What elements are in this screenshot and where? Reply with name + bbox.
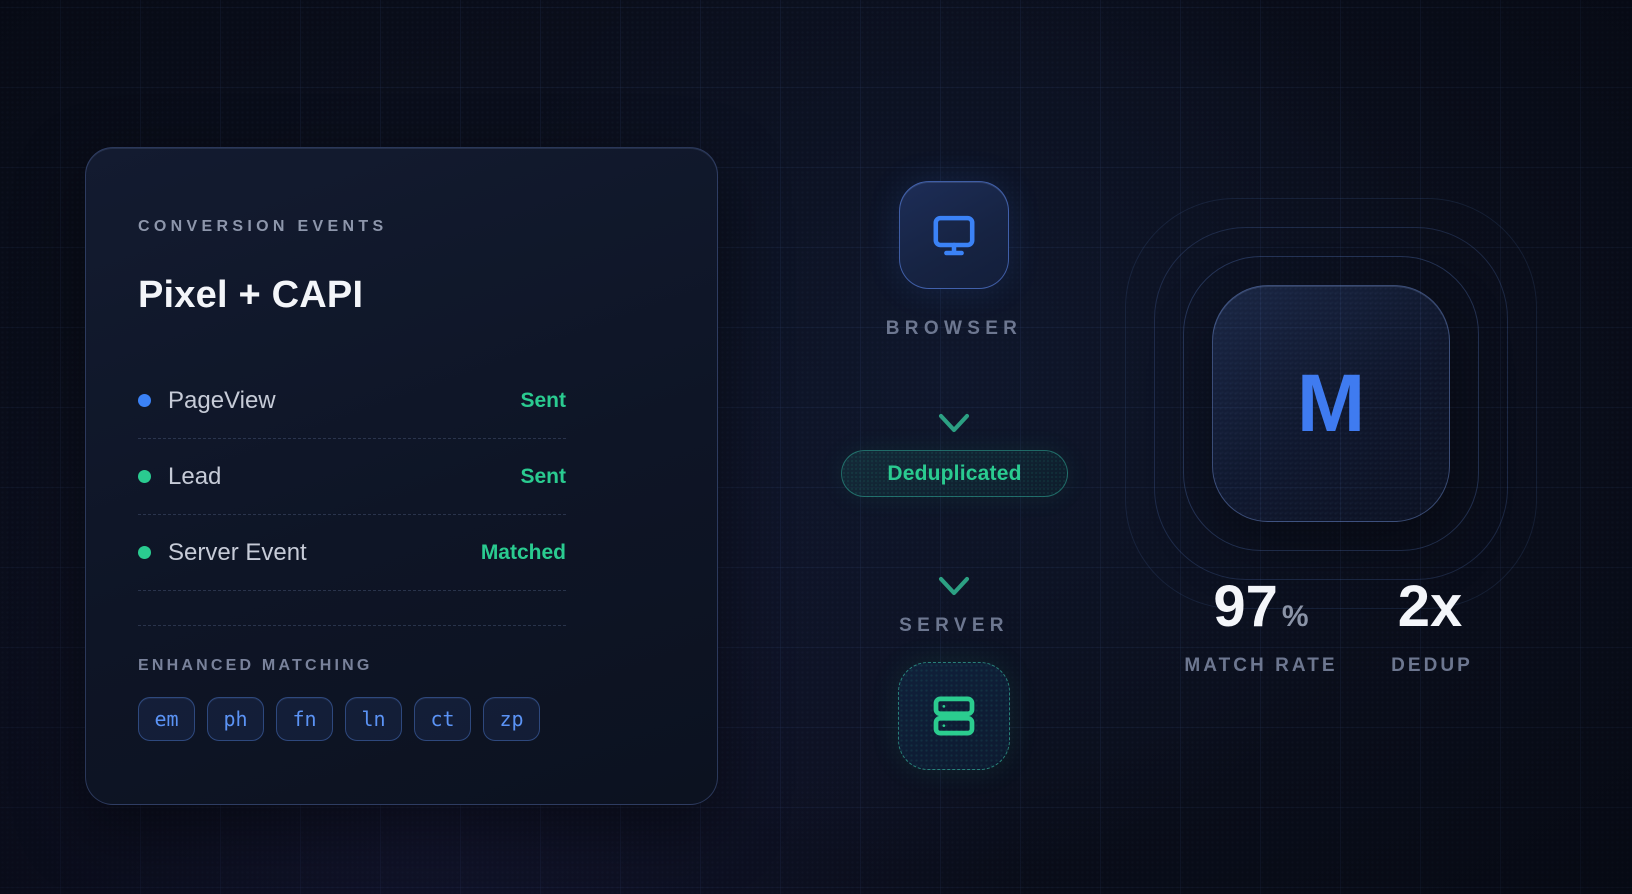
stat-label: DEDUP: [1391, 655, 1473, 676]
event-label: Server Event: [168, 538, 307, 566]
meta-logo-letter: M: [1296, 357, 1366, 449]
divider: [138, 591, 566, 626]
ripple-ring: [1154, 227, 1508, 580]
tag-chip-ph[interactable]: ph: [207, 697, 264, 741]
tag-chip-zp[interactable]: zp: [483, 697, 540, 741]
deduplicated-pill: Deduplicated: [841, 450, 1068, 497]
status-badge: Sent: [520, 388, 566, 412]
percent-suffix: %: [1281, 600, 1309, 633]
event-label: PageView: [168, 386, 276, 414]
status-badge: Sent: [520, 464, 566, 488]
event-list: PageView Sent Lead Sent Server Event Mat…: [138, 363, 566, 626]
conversion-events-card: CONVERSION EVENTS Pixel + CAPI PageView …: [85, 147, 718, 805]
event-label: Lead: [168, 462, 222, 490]
event-row-lead: Lead Sent: [138, 439, 566, 515]
browser-label: BROWSER: [885, 318, 1023, 339]
dedup-stat: 2x DEDUP: [1391, 574, 1473, 677]
status-dot: [138, 546, 151, 559]
arrow-down-icon: [936, 358, 972, 438]
enhanced-matching-label: ENHANCED MATCHING: [138, 657, 373, 674]
meta-ring-stack: M: [1125, 198, 1537, 609]
match-rate-stat: 97% MATCH RATE: [1184, 574, 1337, 677]
event-row-pageview: PageView Sent: [138, 363, 566, 439]
matching-tag-row: em ph fn ln ct zp: [138, 697, 566, 741]
tag-chip-fn[interactable]: fn: [276, 697, 333, 741]
deduplicated-label: Deduplicated: [887, 461, 1022, 485]
match-rate-number: 97: [1213, 574, 1278, 639]
browser-icon-box: [899, 181, 1009, 289]
server-label: SERVER: [899, 615, 1009, 636]
server-icon-box: [898, 662, 1010, 770]
meta-logo-card: M: [1212, 285, 1450, 522]
stat-label: MATCH RATE: [1184, 655, 1338, 676]
tag-chip-ln[interactable]: ln: [345, 697, 402, 741]
server-icon: [927, 689, 981, 743]
dedup-number: 2x: [1397, 574, 1463, 639]
monitor-icon: [928, 209, 980, 261]
tag-chip-em[interactable]: em: [138, 697, 195, 741]
tag-chip-ct[interactable]: ct: [414, 697, 471, 741]
ripple-ring: [1183, 256, 1479, 551]
stat-value: 2x: [1391, 574, 1473, 650]
card-eyebrow: CONVERSION EVENTS: [138, 218, 388, 235]
stat-value: 97%: [1184, 574, 1337, 650]
event-row-server-event: Server Event Matched: [138, 515, 566, 591]
card-title: Pixel + CAPI: [138, 274, 364, 316]
status-dot: [138, 394, 151, 407]
arrow-down-icon: [936, 521, 972, 601]
status-dot: [138, 470, 151, 483]
status-badge: Matched: [480, 540, 566, 564]
ripple-ring: [1125, 198, 1537, 609]
